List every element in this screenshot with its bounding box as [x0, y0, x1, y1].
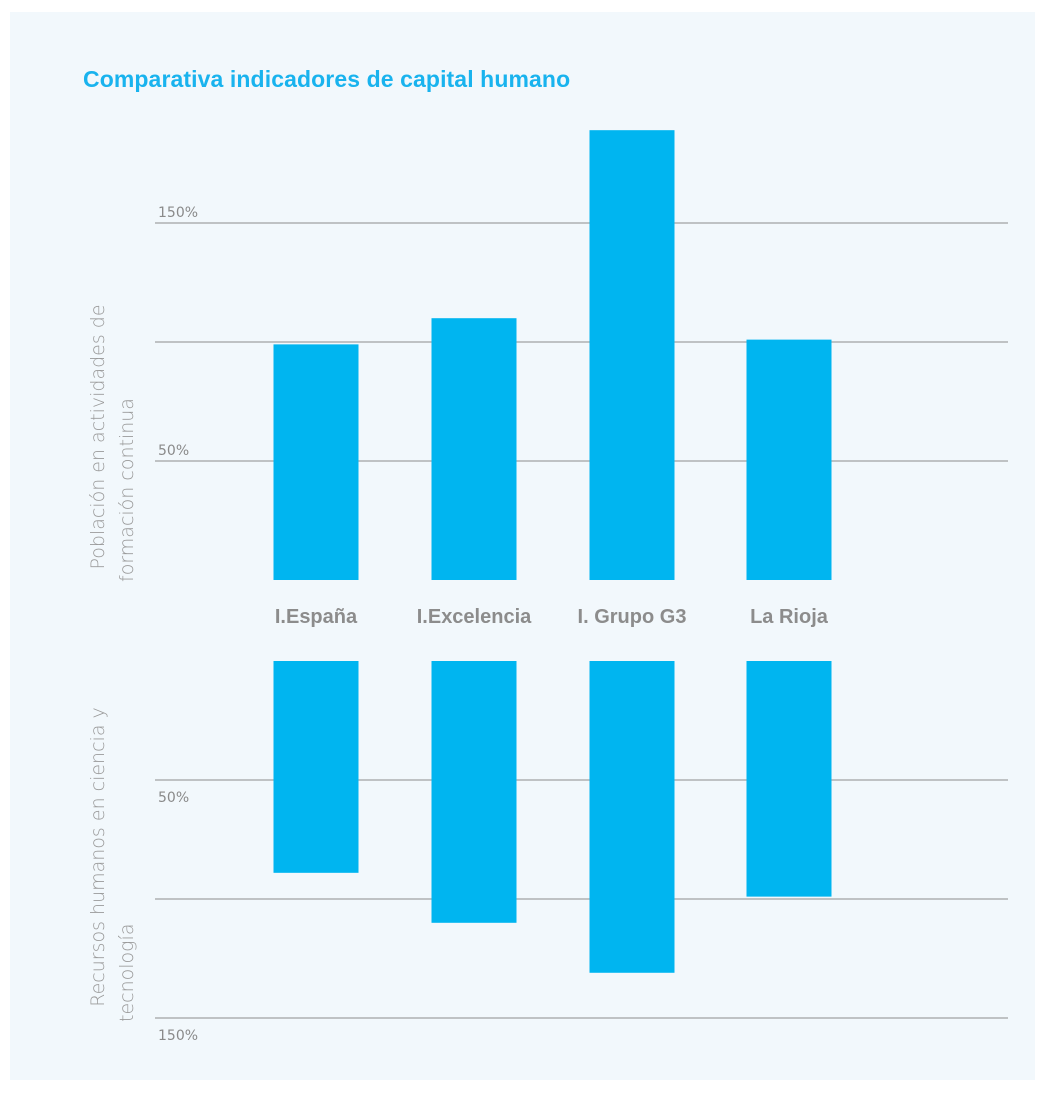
- y-axis-label-p2: Recursos humanos en ciencia y tecnología: [87, 707, 138, 1022]
- bar-2-2: [431, 661, 517, 923]
- tick-label-50-p1: 50%: [158, 443, 189, 459]
- y-axis-label-p1: Población en actividades de formación con…: [87, 304, 138, 582]
- y-axis-label-line-1-p2: Recursos humanos en ciencia y: [87, 707, 109, 1007]
- bar-1-4: [746, 339, 832, 580]
- chart-title: Comparativa indicadores de capital human…: [83, 66, 571, 92]
- tick-label-150-p1: 150%: [158, 205, 198, 221]
- category-label-4: La Rioja: [750, 606, 829, 628]
- y-axis-label-line-2-p2: tecnología: [116, 924, 138, 1022]
- category-label-2: I.Excelencia: [417, 606, 532, 628]
- bar-2-3: [589, 661, 675, 973]
- chart-panel: [10, 12, 1035, 1080]
- tick-label-150-p2: 150%: [158, 1028, 198, 1044]
- category-label-1: I.España: [275, 606, 358, 628]
- y-axis-label-line-2-p1: formación continua: [116, 398, 138, 582]
- tick-label-50-p2: 50%: [158, 790, 189, 806]
- bar-1-2: [431, 318, 517, 580]
- y-axis-label-line-1-p1: Población en actividades de: [87, 304, 109, 569]
- category-label-3: I. Grupo G3: [578, 606, 687, 628]
- bar-1-3: [589, 130, 675, 580]
- bar-2-4: [746, 661, 832, 897]
- bar-2-1: [273, 661, 359, 873]
- bar-1-1: [273, 344, 359, 580]
